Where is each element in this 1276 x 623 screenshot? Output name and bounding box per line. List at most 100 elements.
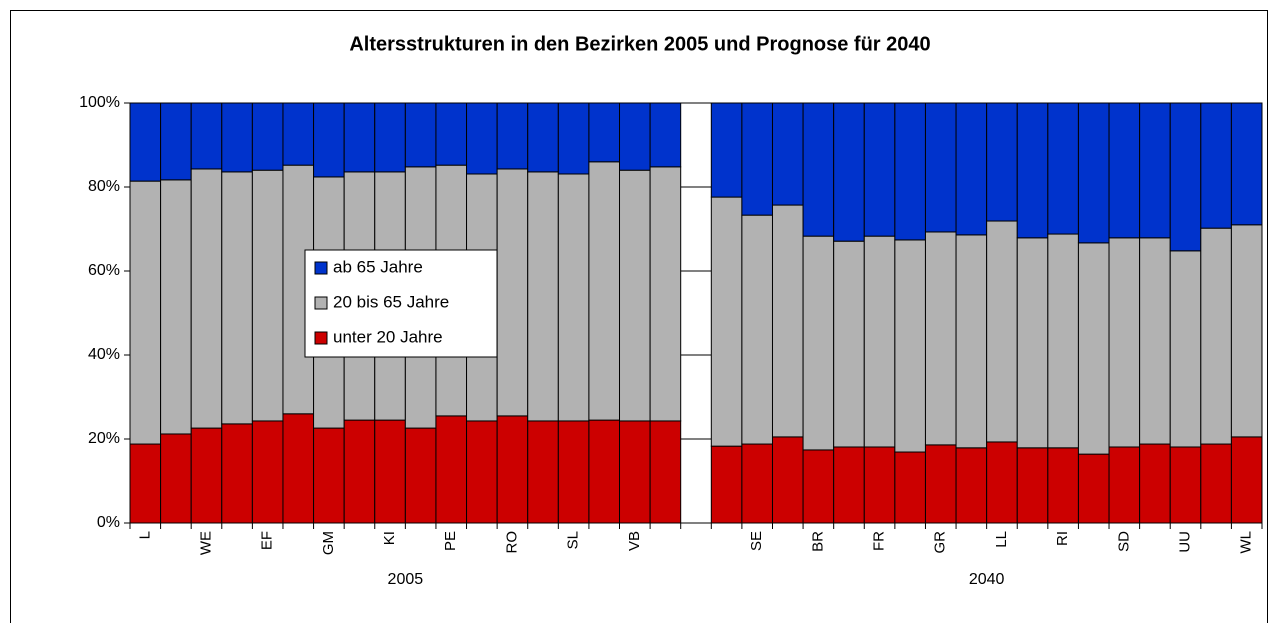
legend-swatch	[314, 296, 328, 310]
bar-segment	[1077, 242, 1110, 455]
bar-segment	[741, 443, 773, 524]
bar-segment	[404, 102, 437, 168]
bar-segment	[802, 449, 835, 524]
bar-segment	[894, 239, 926, 453]
bar-segment	[190, 168, 223, 429]
bar-segment	[1169, 250, 1202, 448]
x-tick-label: RO	[503, 531, 520, 554]
bar-segment	[404, 427, 437, 524]
legend-label: ab 65 Jahre	[333, 257, 423, 276]
bar-segment	[160, 179, 192, 435]
x-tick-label: SE	[748, 531, 765, 551]
bar-segment	[955, 234, 988, 449]
bar-segment	[527, 420, 559, 524]
bar-segment	[1016, 237, 1049, 449]
bar-segment	[863, 446, 896, 524]
bar-segment	[588, 419, 621, 524]
bar-segment	[160, 433, 192, 524]
bar-segment	[986, 441, 1018, 524]
bar-segment	[649, 102, 682, 168]
bar-segment	[833, 102, 865, 242]
bar-segment	[802, 235, 835, 451]
y-tick-label: 0%	[97, 514, 120, 531]
legend-swatch	[314, 331, 328, 345]
x-tick-label: KI	[381, 531, 398, 545]
bar-segment	[1230, 102, 1263, 226]
bar-segment	[619, 102, 651, 171]
bar-segment	[190, 427, 223, 524]
bar-segment	[619, 169, 651, 422]
bar-segment	[466, 102, 498, 175]
x-tick-label: BR	[809, 531, 826, 552]
bar-segment	[557, 102, 590, 175]
bar-segment	[649, 166, 682, 422]
bar-segment	[741, 102, 773, 216]
bar-segment	[1108, 237, 1141, 448]
bar-segment	[374, 102, 406, 173]
bar-segment	[924, 102, 957, 233]
y-tick-label: 40%	[88, 346, 120, 363]
bar-segment	[282, 413, 315, 524]
bar-segment	[496, 168, 529, 417]
bar-segment	[710, 445, 743, 524]
x-tick-label: GR	[932, 531, 949, 554]
bar-segment	[1230, 224, 1263, 438]
bar-segment	[802, 102, 835, 237]
bar-segment	[190, 102, 223, 170]
bar-segment	[1077, 102, 1110, 244]
bar-segment	[894, 451, 926, 524]
bar-segment	[986, 102, 1018, 222]
x-tick-label: WE	[197, 531, 214, 555]
bar-segment	[894, 102, 926, 241]
legend-label: unter 20 Jahre	[333, 327, 443, 346]
bar-segment	[313, 102, 345, 178]
bar-segment	[129, 443, 162, 524]
bar-segment	[129, 180, 162, 445]
x-tick-label: VB	[626, 531, 643, 551]
group-label: 2040	[969, 571, 1005, 588]
bar-segment	[496, 415, 529, 524]
group-label: 2005	[388, 571, 424, 588]
bar-segment	[1047, 102, 1079, 235]
chart-title: Altersstrukturen in den Bezirken 2005 un…	[349, 33, 930, 55]
bar-segment	[435, 102, 468, 166]
bar-segment	[557, 173, 590, 422]
bar-segment	[710, 196, 743, 447]
bar-segment	[986, 220, 1018, 443]
y-tick-label: 80%	[88, 178, 120, 195]
bar-segment	[741, 214, 773, 445]
bar-segment	[1108, 102, 1141, 239]
bar-segment	[1047, 447, 1079, 524]
legend-swatch	[314, 261, 328, 275]
bar-segment	[1016, 102, 1049, 239]
bar-segment	[1077, 453, 1110, 524]
x-tick-label: RI	[1054, 531, 1071, 546]
bar-segment	[343, 419, 376, 524]
legend-label: 20 bis 65 Jahre	[333, 292, 449, 311]
bar-segment	[282, 102, 315, 166]
bar-segment	[1169, 102, 1202, 252]
bar-segment	[833, 240, 865, 448]
bar-segment	[955, 447, 988, 524]
bar-segment	[710, 102, 743, 198]
bar-segment	[1200, 227, 1232, 445]
x-tick-label: UU	[1176, 531, 1193, 553]
bar-segment	[251, 102, 284, 171]
bar-segment	[496, 102, 529, 170]
x-tick-label: SL	[565, 531, 582, 549]
bar-segment	[588, 161, 621, 421]
bar-segment	[863, 235, 896, 448]
bar-segment	[160, 102, 192, 181]
bar-segment	[955, 102, 988, 236]
x-tick-label: LL	[993, 531, 1010, 548]
bar-segment	[863, 102, 896, 237]
bar-segment	[1200, 102, 1232, 229]
bar-segment	[771, 204, 804, 438]
bar-segment	[251, 169, 284, 422]
x-tick-label: EF	[259, 531, 276, 550]
bar-segment	[343, 102, 376, 173]
x-tick-label: GM	[320, 531, 337, 555]
bar-segment	[221, 423, 253, 524]
bar-segment	[1016, 447, 1049, 524]
